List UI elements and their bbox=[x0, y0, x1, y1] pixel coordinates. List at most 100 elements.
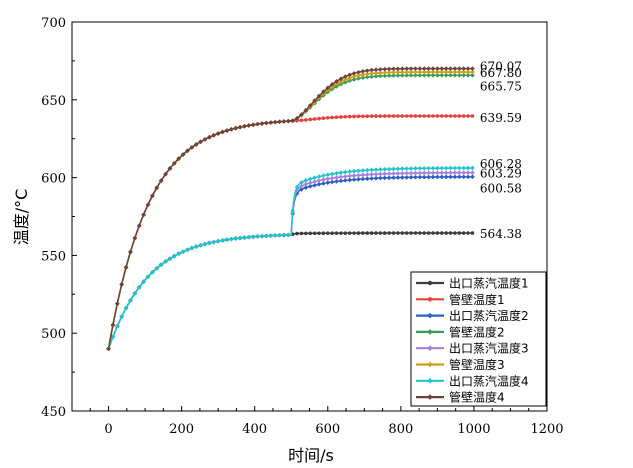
series-point bbox=[430, 73, 436, 78]
series-point bbox=[229, 236, 234, 242]
series-point bbox=[250, 122, 256, 128]
series-point bbox=[373, 73, 379, 79]
series-point bbox=[404, 166, 409, 171]
series-point bbox=[246, 123, 252, 128]
legend-marker bbox=[427, 378, 433, 384]
series-point bbox=[312, 98, 317, 103]
series-point bbox=[329, 171, 335, 177]
series-point bbox=[386, 66, 392, 72]
series-point bbox=[369, 71, 374, 76]
series-point bbox=[378, 67, 383, 72]
legend-label: 出口蒸汽温度4 bbox=[449, 373, 529, 388]
end-value-label: 600.58 bbox=[480, 182, 522, 196]
series-point bbox=[237, 124, 243, 130]
series-point bbox=[422, 231, 427, 235]
series-point bbox=[404, 231, 409, 235]
series-point bbox=[461, 72, 466, 78]
series-point bbox=[369, 167, 374, 173]
series-point bbox=[277, 119, 282, 125]
series-point bbox=[246, 234, 252, 240]
series-point bbox=[343, 114, 348, 119]
series-point bbox=[426, 170, 431, 176]
series-point bbox=[316, 174, 322, 179]
series-point bbox=[387, 231, 391, 235]
series-point bbox=[395, 175, 401, 180]
series-point bbox=[299, 112, 304, 117]
series-point bbox=[334, 115, 339, 119]
series-point bbox=[439, 72, 445, 78]
series-point bbox=[360, 69, 366, 74]
series-point bbox=[408, 66, 414, 71]
series-point bbox=[189, 145, 195, 150]
series-point bbox=[431, 114, 435, 118]
legend-marker bbox=[427, 312, 433, 319]
series-point bbox=[364, 71, 370, 77]
series-point bbox=[465, 170, 471, 175]
y-axis-title: 温度/°C bbox=[12, 189, 31, 246]
series-point bbox=[259, 233, 265, 239]
series-point bbox=[413, 66, 418, 71]
series-point bbox=[470, 231, 475, 235]
series-point bbox=[163, 171, 168, 177]
series-point bbox=[391, 231, 396, 235]
legend-label: 管壁温度3 bbox=[449, 357, 505, 372]
legend-marker bbox=[427, 394, 433, 400]
axis-ticks: 0 200 400 600 800 1000 1200 450 500 550 600 650 700 bbox=[41, 16, 563, 437]
series-point bbox=[325, 231, 330, 236]
series-point bbox=[417, 166, 423, 171]
series-point bbox=[431, 231, 435, 235]
series-point bbox=[224, 237, 230, 242]
series-point bbox=[400, 175, 405, 180]
series-point bbox=[387, 114, 391, 118]
series-point bbox=[215, 131, 221, 136]
series-point bbox=[325, 85, 331, 91]
series-point bbox=[304, 231, 308, 236]
series-point bbox=[233, 236, 238, 241]
series-point bbox=[334, 179, 339, 184]
series-point bbox=[426, 174, 431, 180]
series-point bbox=[150, 193, 155, 199]
series-point bbox=[470, 69, 475, 75]
series-point bbox=[268, 233, 274, 238]
series-point bbox=[123, 305, 129, 311]
series-point bbox=[207, 240, 212, 246]
series-point bbox=[435, 114, 440, 118]
series-point bbox=[439, 66, 445, 71]
series-point bbox=[330, 115, 334, 120]
series-point bbox=[373, 175, 379, 181]
series-point bbox=[255, 121, 260, 127]
series-point bbox=[150, 269, 155, 275]
series-point bbox=[395, 171, 401, 176]
series-point bbox=[382, 171, 388, 177]
series-point bbox=[172, 161, 177, 166]
series-point bbox=[202, 137, 208, 142]
series-point bbox=[364, 68, 370, 73]
series-point bbox=[421, 166, 427, 171]
series-point bbox=[141, 279, 146, 285]
series-point bbox=[378, 73, 383, 79]
series-point bbox=[347, 169, 352, 174]
series-point bbox=[211, 132, 217, 138]
y-tick-label: 450 bbox=[41, 405, 66, 420]
series-point bbox=[413, 166, 418, 171]
series-point bbox=[448, 66, 453, 71]
series-point bbox=[299, 180, 304, 185]
series-point bbox=[452, 165, 458, 171]
series-point bbox=[294, 184, 300, 190]
series-point bbox=[378, 167, 383, 172]
series-point bbox=[373, 67, 379, 72]
series-point bbox=[391, 166, 396, 172]
series-point bbox=[439, 165, 445, 171]
series-point bbox=[457, 69, 462, 75]
series-point bbox=[272, 233, 278, 238]
series-point bbox=[404, 73, 409, 78]
series-point bbox=[325, 176, 331, 182]
series-point bbox=[369, 67, 374, 73]
series-point bbox=[294, 191, 300, 196]
series-point bbox=[307, 176, 313, 182]
series-point bbox=[457, 72, 462, 78]
series-point bbox=[408, 170, 414, 176]
series-point bbox=[115, 301, 120, 306]
series-point bbox=[457, 114, 462, 118]
series-point bbox=[470, 170, 475, 175]
